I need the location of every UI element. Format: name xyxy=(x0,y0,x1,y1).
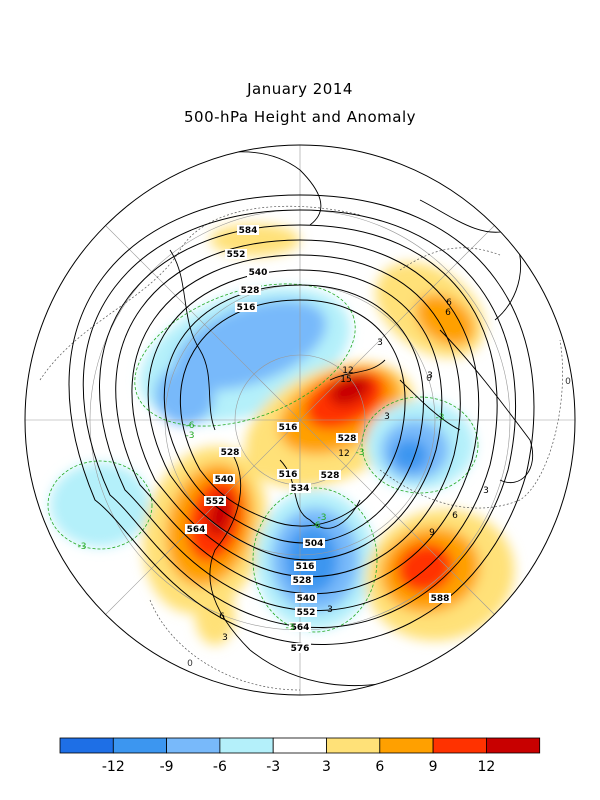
anomaly-contour-label: 15 xyxy=(340,375,351,385)
colorbar-tick-label: -12 xyxy=(102,759,125,775)
height-contour-label: 552 xyxy=(206,497,225,507)
height-contour-label: 540 xyxy=(215,475,234,485)
colorbar-box xyxy=(112,737,168,754)
anomaly-contour-label: -3 xyxy=(186,431,195,441)
height-contour-label: 516 xyxy=(296,562,315,572)
anomaly-contour-label: 12 xyxy=(338,449,349,459)
anomaly-contour-label: 0 xyxy=(426,374,432,384)
anomaly-contour-label: -3 xyxy=(286,623,295,633)
height-contour-label: 552 xyxy=(227,250,246,260)
anomaly-contour-label: 9 xyxy=(429,528,435,538)
anomaly-negative-central-pacific xyxy=(50,463,150,547)
height-contour-label: 576 xyxy=(291,644,310,654)
anomaly-contour-label: 6 xyxy=(445,308,451,318)
height-contour-label: 584 xyxy=(239,226,258,236)
anomaly-contour-label: 3 xyxy=(384,412,390,422)
height-contour-label: 540 xyxy=(297,594,316,604)
anomaly-contour-label: 0 xyxy=(187,659,193,669)
height-contour-label: 528 xyxy=(321,471,340,481)
colorbar-tick-labels: -12 -9 -6 -3 3 6 9 12 xyxy=(102,759,495,775)
anomaly-contour-label: -3 xyxy=(318,513,327,523)
height-contour-label: 540 xyxy=(249,268,268,278)
graticule xyxy=(25,145,575,695)
height-contour-label: 588 xyxy=(431,594,450,604)
height-contour-label: 528 xyxy=(221,448,240,458)
map-subtitle: 500-hPa Height and Anomaly xyxy=(183,108,417,126)
colorbar-box xyxy=(272,737,327,754)
height-contour-label: 552 xyxy=(297,608,316,618)
colorbar-boxes xyxy=(59,737,541,754)
anomaly-contour-label: 6 xyxy=(219,612,225,622)
colorbar-tick-label: -6 xyxy=(213,759,227,775)
colorbar-tick-label: 12 xyxy=(477,759,495,775)
colorbar-tick-label: 6 xyxy=(375,759,384,775)
anomaly-contour-label: 3 xyxy=(483,486,489,496)
anomaly-contour-label: -3 xyxy=(356,448,365,458)
anomaly-contour-label: 3 xyxy=(327,605,333,615)
anomaly-contour-label: -6 xyxy=(186,421,195,431)
map-title: January 2014 xyxy=(247,80,353,98)
height-contour-label: 534 xyxy=(291,484,310,494)
colorbar-box xyxy=(485,737,541,754)
height-labels: 5845525405285165165285405525645045165285… xyxy=(185,225,451,654)
colorbar-tick-label: 3 xyxy=(322,759,331,775)
colorbar-tick-label: -9 xyxy=(160,759,174,775)
height-contour-label: 516 xyxy=(279,470,298,480)
anomaly-contour-label: -6 xyxy=(312,521,321,531)
anomaly-contour-label: 12 xyxy=(342,366,353,376)
colorbar-box xyxy=(219,737,274,754)
anomaly-contour-label: 6 xyxy=(446,298,452,308)
colorbar-box xyxy=(166,737,221,754)
height-contour-label: 528 xyxy=(338,434,357,444)
zero-anomaly-lines xyxy=(39,205,563,691)
anomaly-contour-label: 3 xyxy=(377,338,383,348)
height-contour-label: 528 xyxy=(241,286,260,296)
colorbar-box xyxy=(379,737,434,754)
colorbar-box xyxy=(326,737,381,754)
colorbar-tick-label: -3 xyxy=(266,759,280,775)
height-contour-label: 516 xyxy=(237,303,256,313)
negative-anomaly-lines xyxy=(47,283,479,633)
anomaly-contour-label: 3 xyxy=(222,633,228,643)
height-contour-label: 504 xyxy=(305,539,324,549)
height-contour-label: 528 xyxy=(293,576,312,586)
anomaly-contour-label: -3 xyxy=(78,542,87,552)
globe-boundary xyxy=(24,144,576,696)
colorbar-box xyxy=(59,737,114,754)
anomaly-contour-label: 0 xyxy=(565,377,571,387)
height-contour-label: 516 xyxy=(279,423,298,433)
height-contour-label: 564 xyxy=(187,525,206,535)
anomaly-contour-label: 3 xyxy=(427,371,433,381)
anomaly-positive-northeast-asia xyxy=(210,224,300,256)
colorbar-box xyxy=(432,737,487,754)
anomaly-contour-label: 6 xyxy=(452,511,458,521)
anomaly-contour-label: -3 xyxy=(436,413,445,423)
colorbar-tick-label: 9 xyxy=(429,759,438,775)
height-contour-label: 564 xyxy=(291,623,310,633)
